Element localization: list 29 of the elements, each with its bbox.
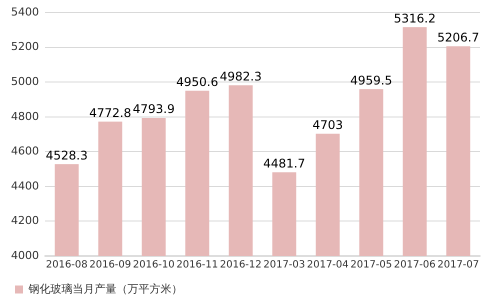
data-label: 5316.2	[394, 11, 436, 26]
data-label: 4703	[312, 118, 344, 132]
y-tick-label: 4600	[10, 144, 39, 158]
x-tick-label: 2016-09	[89, 260, 132, 271]
x-tick-label: 2017-05	[350, 260, 392, 271]
y-tick-label: 4200	[10, 214, 39, 228]
data-label: 4772.8	[89, 106, 132, 120]
y-tick-label: 5000	[10, 75, 39, 88]
data-label: 4982.3	[220, 69, 262, 84]
data-label: 4528.3	[46, 148, 88, 162]
x-tick-label: 2016-10	[132, 260, 175, 271]
x-tick-label: 2016-08	[46, 260, 88, 271]
x-tick-label: 2017-06	[394, 260, 436, 271]
y-tick-label: 4000	[10, 248, 39, 262]
data-label: 4950.6	[176, 74, 218, 89]
data-label: 4793.9	[132, 102, 175, 116]
data-label: 4481.7	[263, 156, 306, 170]
y-tick-label: 4400	[10, 179, 39, 192]
data-label: 5206.7	[437, 30, 480, 44]
legend-label: 钢化玻璃当月产量（万平方米）	[28, 282, 182, 296]
y-tick-label: 5400	[10, 5, 39, 18]
x-tick-label: 2016-12	[220, 260, 262, 271]
x-tick-label: 2017-03	[263, 260, 306, 271]
x-tick-label: 2017-04	[306, 260, 349, 271]
y-tick-label: 5200	[10, 40, 39, 54]
x-tick-label: 2017-07	[437, 260, 480, 271]
x-tick-label: 2016-11	[176, 260, 218, 271]
y-tick-label: 4800	[10, 110, 39, 123]
data-label: 4959.5	[350, 73, 392, 88]
